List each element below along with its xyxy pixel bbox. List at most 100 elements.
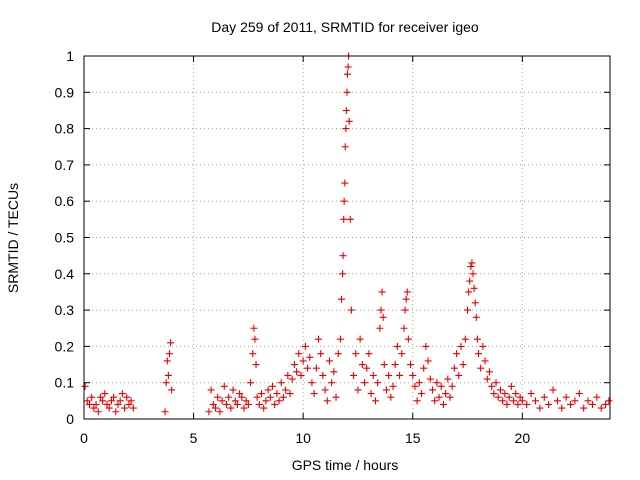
data-point [527, 390, 535, 398]
x-tick-labels: 0 5 10 15 20 [80, 430, 530, 446]
data-point [293, 368, 301, 376]
data-point [321, 386, 329, 394]
y-tick-label: 0.1 [55, 375, 75, 391]
data-point [567, 400, 575, 408]
data-point [469, 270, 477, 278]
data-point [605, 397, 613, 405]
data-point [549, 386, 557, 394]
data-point [290, 361, 298, 369]
data-point [339, 252, 347, 260]
data-point [168, 386, 176, 394]
data-point [299, 357, 307, 365]
data-point [339, 270, 347, 278]
y-tick-label: 1 [66, 48, 74, 64]
data-point [260, 404, 268, 412]
data-point [510, 397, 518, 405]
data-point [271, 400, 279, 408]
data-point [114, 400, 122, 408]
data-point [465, 288, 473, 296]
data-point [342, 106, 350, 114]
x-tick-label: 5 [190, 430, 198, 446]
data-point [422, 342, 430, 350]
data-point [481, 357, 489, 365]
data-point [483, 375, 491, 383]
data-point [161, 408, 169, 416]
data-points [81, 52, 613, 416]
data-point [345, 117, 353, 125]
data-point [251, 335, 259, 343]
data-point [262, 397, 270, 405]
data-point [545, 400, 553, 408]
data-point [127, 397, 135, 405]
data-point [492, 379, 500, 387]
data-point [330, 368, 338, 376]
data-point [129, 404, 137, 412]
data-point [393, 342, 401, 350]
data-point [96, 393, 104, 401]
data-point [216, 408, 224, 416]
data-point [167, 339, 175, 347]
data-point [553, 397, 561, 405]
data-point [418, 390, 426, 398]
data-point [341, 143, 349, 151]
data-point [367, 390, 375, 398]
data-point [499, 397, 507, 405]
data-point [490, 390, 498, 398]
data-point [501, 390, 509, 398]
data-point [304, 364, 312, 372]
data-point [233, 400, 241, 408]
data-point [523, 400, 531, 408]
data-point [231, 397, 239, 405]
data-point [602, 400, 610, 408]
data-point [346, 215, 354, 223]
data-point [312, 364, 320, 372]
data-point [371, 397, 379, 405]
data-point [342, 125, 350, 133]
data-point [162, 379, 170, 387]
data-point [323, 397, 331, 405]
data-point [266, 393, 274, 401]
data-point [317, 350, 325, 358]
y-tick-label: 0.5 [55, 230, 75, 246]
data-point [453, 350, 461, 358]
data-point [99, 397, 107, 405]
data-point [352, 350, 360, 358]
data-point [236, 390, 244, 398]
data-point [253, 393, 261, 401]
y-tick-label: 0.6 [55, 193, 75, 209]
y-tick-labels: 0 0.1 0.2 0.3 0.4 0.5 0.6 0.7 0.8 0.9 1 [55, 48, 75, 427]
x-tick-label: 20 [515, 430, 531, 446]
data-point [475, 350, 482, 358]
data-point [347, 306, 355, 314]
data-point [334, 350, 342, 358]
y-axis-label: SRMTID / TECUs [5, 183, 21, 293]
data-point [424, 357, 432, 365]
data-point [361, 379, 369, 387]
data-point [268, 382, 276, 390]
data-point [403, 288, 411, 296]
data-point [286, 390, 294, 398]
data-point [295, 350, 303, 358]
data-point [205, 408, 213, 416]
data-point [336, 335, 344, 343]
data-point [163, 357, 171, 365]
data-point [505, 393, 513, 401]
data-point [518, 397, 526, 405]
data-point [273, 390, 281, 398]
data-point [103, 400, 111, 408]
gridlines [84, 56, 610, 419]
data-point [284, 371, 292, 379]
data-point [380, 361, 388, 369]
data-point [426, 375, 434, 383]
data-point [112, 408, 120, 416]
data-point [387, 393, 395, 401]
data-point [328, 379, 336, 387]
data-point [220, 382, 228, 390]
data-point [512, 390, 520, 398]
data-point [301, 342, 309, 350]
data-point [562, 393, 570, 401]
x-tick-label: 15 [405, 430, 421, 446]
data-point [338, 295, 346, 303]
data-point [378, 288, 386, 296]
data-point [428, 386, 436, 394]
